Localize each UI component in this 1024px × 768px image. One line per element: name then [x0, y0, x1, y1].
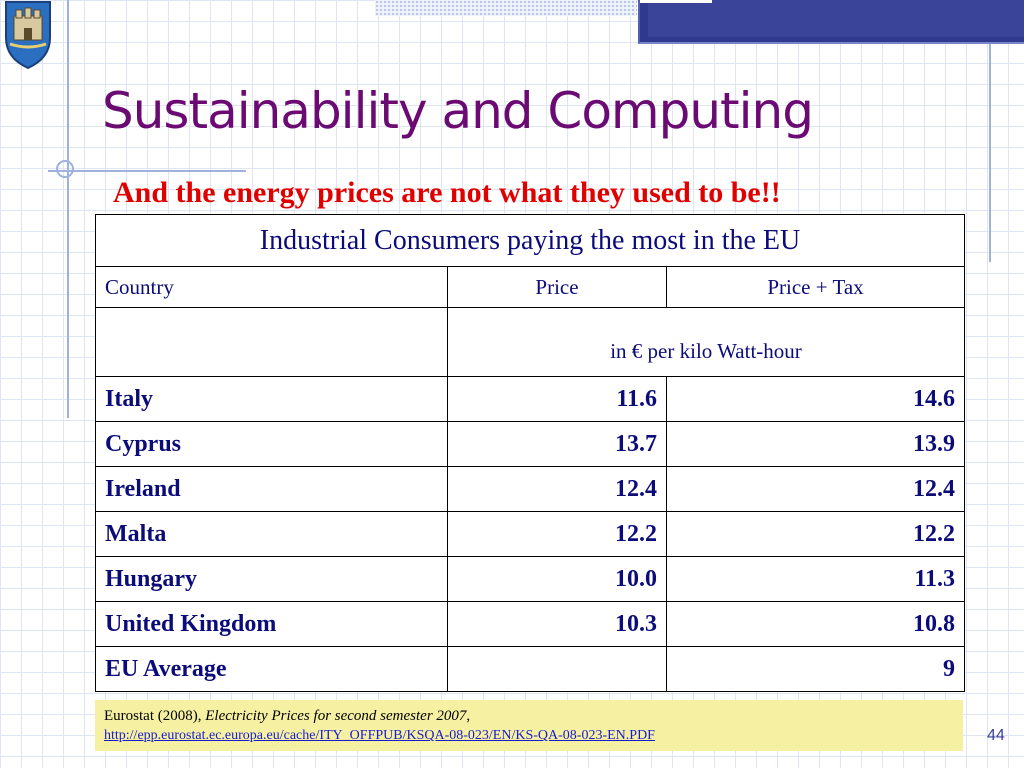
price-tax-cell: 10.8	[666, 601, 965, 647]
decorative-right-line	[989, 44, 991, 262]
unit-note: in € per kilo Watt-hour	[447, 307, 965, 377]
citation-separator: ,	[466, 708, 471, 724]
table-header-row: Country Price Price + Tax	[95, 266, 965, 308]
country-cell: Ireland	[95, 466, 448, 512]
unit-row: in € per kilo Watt-hour	[95, 307, 965, 377]
unit-row-blank	[95, 307, 448, 377]
decorative-horizontal-line	[48, 170, 246, 172]
slide-subtitle: And the energy prices are not what they …	[113, 176, 781, 209]
decorative-dot-band	[375, 0, 637, 16]
table-row: Italy 11.6 14.6	[95, 376, 965, 422]
citation-url-link[interactable]: http://epp.eurostat.ec.europa.eu/cache/I…	[104, 728, 655, 743]
table-row: Hungary 10.0 11.3	[95, 556, 965, 602]
slide-title: Sustainability and Computing	[102, 82, 814, 140]
decorative-corner-tick	[640, 0, 712, 3]
country-cell: Malta	[95, 511, 448, 557]
table-row: Cyprus 13.7 13.9	[95, 421, 965, 467]
decorative-target-circle	[56, 160, 74, 178]
price-tax-cell: 14.6	[666, 376, 965, 422]
price-cell: 12.2	[447, 511, 667, 557]
column-header-country: Country	[95, 266, 448, 308]
price-cell: 13.7	[447, 421, 667, 467]
country-cell: EU Average	[95, 646, 448, 692]
country-cell: United Kingdom	[95, 601, 448, 647]
country-cell: Italy	[95, 376, 448, 422]
price-tax-cell: 12.2	[666, 511, 965, 557]
table-caption: Industrial Consumers paying the most in …	[95, 214, 965, 267]
column-header-price: Price	[447, 266, 667, 308]
decorative-corner-inner	[648, 0, 1024, 37]
price-table: Industrial Consumers paying the most in …	[95, 214, 965, 692]
crest-logo-icon	[5, 1, 51, 70]
price-cell: 10.0	[447, 556, 667, 602]
table-row: United Kingdom 10.3 10.8	[95, 601, 965, 647]
price-cell: 10.3	[447, 601, 667, 647]
column-header-price-tax: Price + Tax	[666, 266, 965, 308]
citation-author: Eurostat (2008),	[104, 708, 206, 724]
citation-work-title: Electricity Prices for second semester 2…	[205, 708, 467, 724]
citation-line: Eurostat (2008), Electricity Prices for …	[104, 706, 954, 726]
price-tax-cell: 11.3	[666, 556, 965, 602]
price-cell: 12.4	[447, 466, 667, 512]
source-citation-box: Eurostat (2008), Electricity Prices for …	[95, 700, 963, 751]
price-cell: 11.6	[447, 376, 667, 422]
price-tax-cell: 13.9	[666, 421, 965, 467]
country-cell: Cyprus	[95, 421, 448, 467]
price-tax-cell: 9	[666, 646, 965, 692]
country-cell: Hungary	[95, 556, 448, 602]
table-row: Malta 12.2 12.2	[95, 511, 965, 557]
page-number: 44	[987, 727, 1005, 744]
table-row: Ireland 12.4 12.4	[95, 466, 965, 512]
table-row: EU Average 9	[95, 646, 965, 692]
price-tax-cell: 12.4	[666, 466, 965, 512]
decorative-left-line	[67, 0, 69, 418]
price-cell	[447, 646, 667, 692]
table-caption-row: Industrial Consumers paying the most in …	[95, 214, 965, 267]
